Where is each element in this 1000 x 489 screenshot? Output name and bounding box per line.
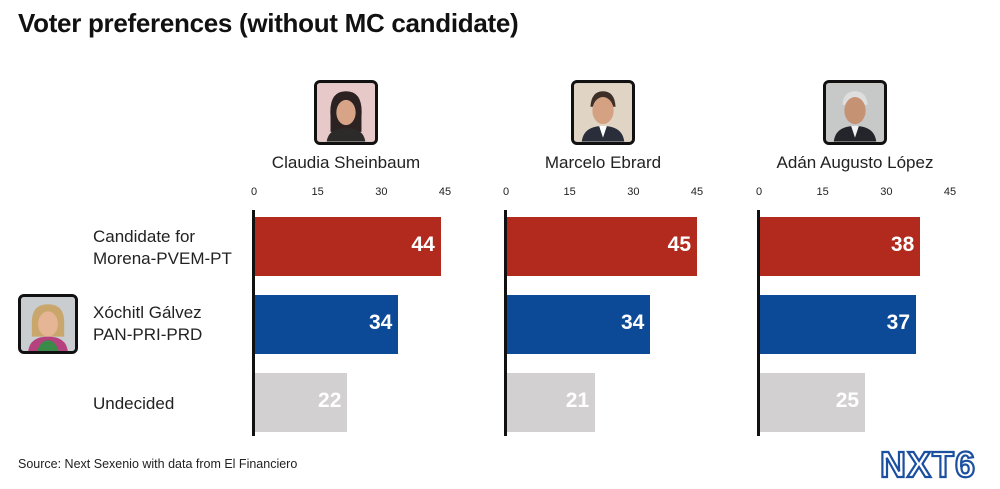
tick-label: 45 bbox=[943, 186, 957, 198]
lopez-photo bbox=[823, 80, 887, 145]
tick-label: 45 bbox=[438, 186, 452, 198]
row-label-morena-line2: Morena-PVEM-PT bbox=[93, 249, 232, 268]
bar bbox=[254, 295, 399, 354]
tick-label: 15 bbox=[816, 186, 829, 198]
nxt6-logo: NXT6 bbox=[879, 444, 976, 484]
candidate-name: Marcelo Ebrard bbox=[544, 153, 662, 172]
bar-value-label: 21 bbox=[565, 389, 590, 412]
bar-value-label: 34 bbox=[368, 311, 393, 334]
sheinbaum-photo bbox=[314, 80, 378, 145]
tick-label: 30 bbox=[880, 186, 893, 198]
chart-title: Voter preferences (without MC candidate) bbox=[18, 8, 519, 38]
bar-value-label: 45 bbox=[667, 233, 691, 256]
bar bbox=[759, 295, 917, 354]
tick-label: 0 bbox=[755, 186, 763, 198]
bar bbox=[506, 373, 596, 432]
bar bbox=[506, 295, 651, 354]
bar-value-label: 25 bbox=[835, 389, 860, 412]
row-label-galvez-line2: PAN-PRI-PRD bbox=[93, 325, 203, 344]
bar-value-label: 22 bbox=[318, 389, 342, 412]
axis-line bbox=[504, 210, 507, 436]
row-label-galvez: Xóchitl Gálvez PAN-PRI-PRD bbox=[93, 302, 202, 346]
tick-label: 30 bbox=[627, 186, 640, 198]
source-note: Source: Next Sexenio with data from El F… bbox=[18, 457, 298, 471]
axis-line bbox=[757, 210, 760, 436]
row-label-morena: Candidate for Morena-PVEM-PT bbox=[93, 226, 232, 270]
candidate-name: Adán Augusto López bbox=[776, 153, 934, 172]
bar-value-label: 34 bbox=[620, 311, 645, 334]
tick-label: 0 bbox=[250, 186, 258, 198]
tick-label: 45 bbox=[690, 186, 704, 198]
tick-label: 30 bbox=[375, 186, 388, 198]
ebrard-photo bbox=[571, 80, 635, 145]
bar bbox=[506, 217, 697, 276]
axis-line bbox=[252, 210, 255, 436]
row-label-galvez-line1: Xóchitl Gálvez bbox=[93, 303, 202, 322]
bar bbox=[759, 373, 866, 432]
bar-value-label: 38 bbox=[890, 233, 915, 256]
row-label-undecided: Undecided bbox=[93, 393, 174, 415]
bar bbox=[254, 373, 348, 432]
tick-label: 0 bbox=[502, 186, 510, 198]
tick-label: 15 bbox=[311, 186, 324, 198]
bar bbox=[254, 217, 441, 276]
tick-label: 15 bbox=[563, 186, 576, 198]
candidate-name: Claudia Sheinbaum bbox=[271, 153, 421, 172]
galvez-photo bbox=[18, 294, 78, 354]
bar-value-label: 44 bbox=[411, 233, 435, 256]
logo-text: NXT6 bbox=[880, 444, 976, 484]
bar bbox=[759, 217, 921, 276]
row-label-morena-line1: Candidate for bbox=[93, 227, 196, 246]
bar-value-label: 37 bbox=[886, 311, 911, 334]
row-label-undecided-line1: Undecided bbox=[93, 394, 175, 413]
